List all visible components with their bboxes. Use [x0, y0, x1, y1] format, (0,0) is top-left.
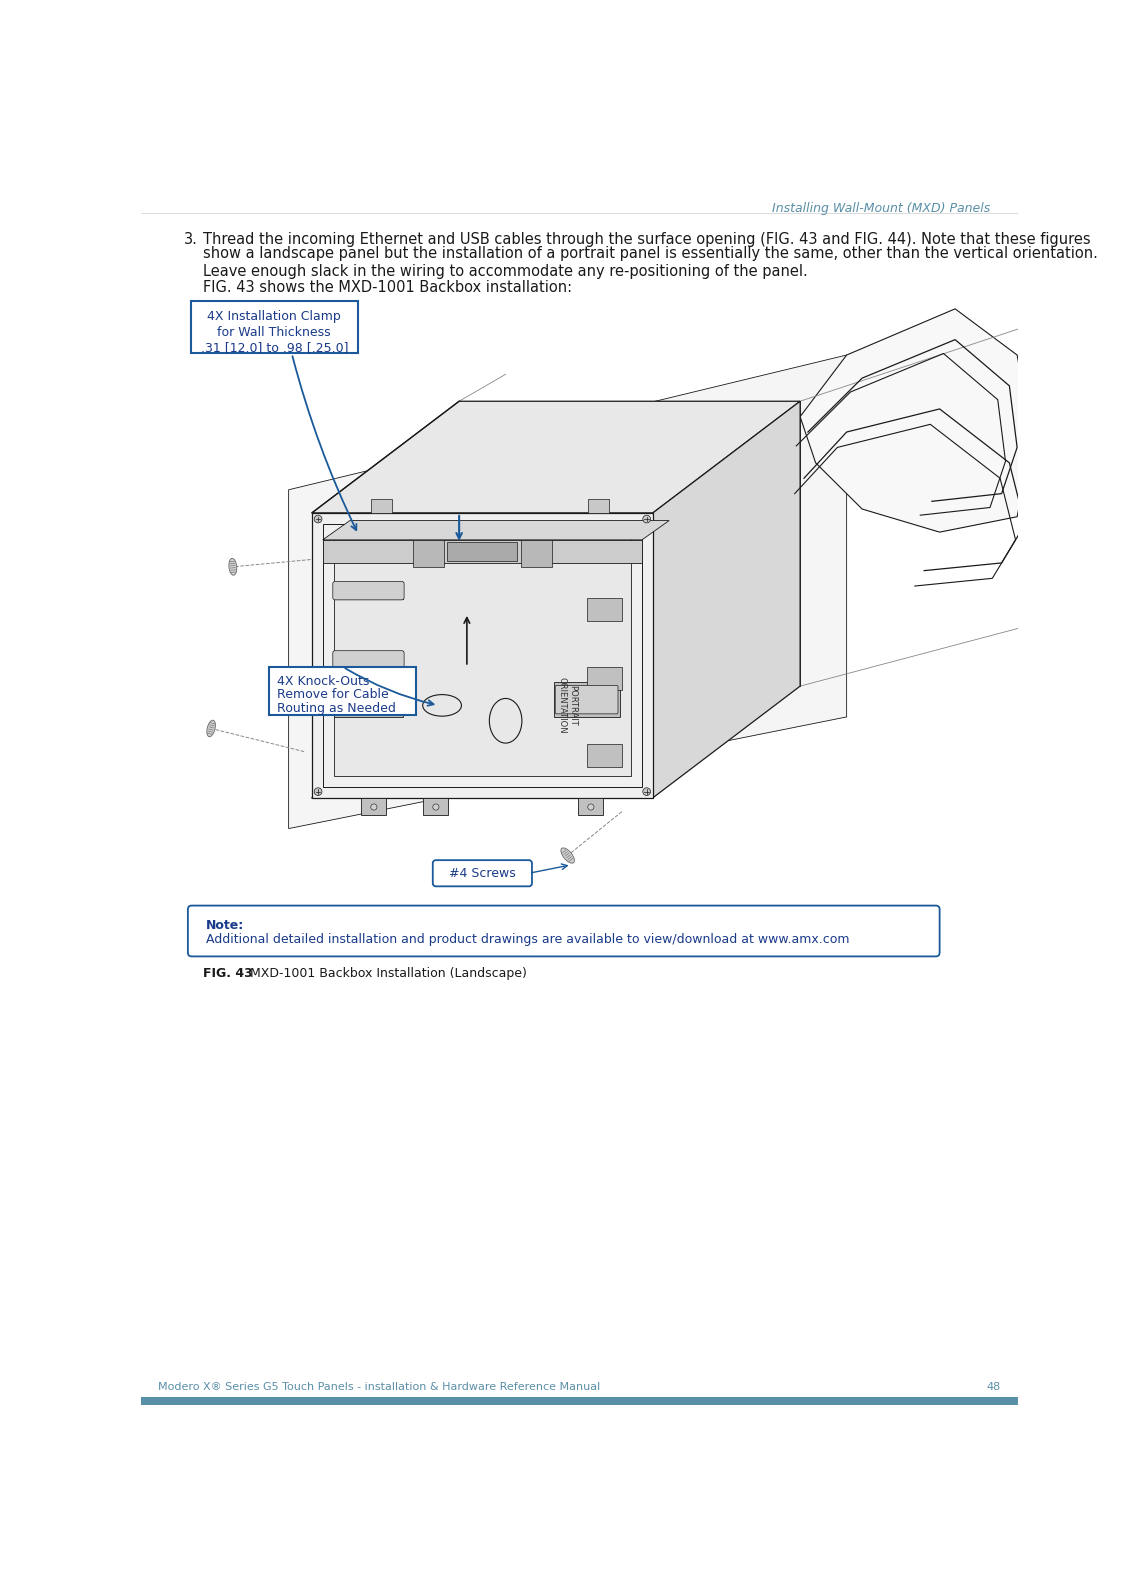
Text: Note:: Note:: [206, 919, 244, 932]
Text: Routing as Needed: Routing as Needed: [277, 703, 396, 715]
Polygon shape: [423, 797, 448, 815]
Text: for Wall Thickness: for Wall Thickness: [217, 325, 331, 339]
Ellipse shape: [561, 848, 575, 864]
Text: 4X Installation Clamp: 4X Installation Clamp: [207, 311, 342, 324]
Polygon shape: [334, 674, 404, 717]
Polygon shape: [322, 540, 642, 564]
Polygon shape: [334, 534, 631, 777]
Polygon shape: [312, 513, 653, 797]
Polygon shape: [554, 682, 620, 717]
Circle shape: [371, 804, 377, 810]
Polygon shape: [587, 744, 622, 767]
Circle shape: [433, 804, 439, 810]
Polygon shape: [578, 797, 603, 815]
Text: Thread the incoming Ethernet and USB cables through the surface opening (FIG. 43: Thread the incoming Ethernet and USB cab…: [204, 232, 1091, 246]
Polygon shape: [587, 597, 622, 621]
Polygon shape: [288, 355, 847, 829]
Polygon shape: [588, 499, 610, 513]
Polygon shape: [371, 499, 392, 513]
Text: Leave enough slack in the wiring to accommodate any re-positioning of the panel.: Leave enough slack in the wiring to acco…: [204, 264, 809, 279]
FancyBboxPatch shape: [191, 302, 357, 354]
Polygon shape: [459, 401, 800, 687]
Polygon shape: [338, 679, 398, 699]
Text: Installing Wall-Mount (MXD) Panels: Installing Wall-Mount (MXD) Panels: [771, 202, 990, 215]
Polygon shape: [413, 540, 443, 567]
Text: FIG. 43 shows the MXD-1001 Backbox installation:: FIG. 43 shows the MXD-1001 Backbox insta…: [204, 279, 572, 295]
Text: Remove for Cable: Remove for Cable: [277, 688, 389, 701]
Circle shape: [642, 788, 650, 796]
Polygon shape: [521, 540, 552, 567]
FancyBboxPatch shape: [333, 581, 404, 600]
Circle shape: [642, 515, 650, 523]
Text: .31 [12.0] to .98 [.25.0]: .31 [12.0] to .98 [.25.0]: [200, 341, 348, 354]
Polygon shape: [362, 797, 387, 815]
Text: PORTRAIT
ORIENTATION: PORTRAIT ORIENTATION: [558, 677, 577, 734]
Text: show a landscape panel but the installation of a portrait panel is essentially t: show a landscape panel but the installat…: [204, 246, 1098, 261]
Polygon shape: [653, 401, 800, 797]
Text: Additional detailed installation and product drawings are available to view/down: Additional detailed installation and pro…: [206, 933, 849, 946]
Text: FIG. 43: FIG. 43: [204, 968, 253, 981]
Text: Modero X® Series G5 Touch Panels - installation & Hardware Reference Manual: Modero X® Series G5 Touch Panels - insta…: [158, 1382, 601, 1393]
FancyBboxPatch shape: [555, 685, 618, 714]
Polygon shape: [322, 521, 670, 540]
Circle shape: [314, 788, 322, 796]
FancyBboxPatch shape: [188, 906, 940, 957]
Ellipse shape: [207, 720, 215, 737]
Polygon shape: [800, 309, 1033, 532]
Text: MXD-1001 Backbox Installation (Landscape): MXD-1001 Backbox Installation (Landscape…: [242, 968, 527, 981]
Polygon shape: [334, 652, 404, 668]
Circle shape: [588, 804, 594, 810]
Polygon shape: [334, 583, 404, 598]
Text: 48: 48: [986, 1382, 1001, 1393]
Polygon shape: [448, 542, 517, 562]
Ellipse shape: [228, 559, 236, 575]
Text: 4X Knock-Outs: 4X Knock-Outs: [277, 674, 370, 687]
FancyBboxPatch shape: [333, 651, 404, 669]
Polygon shape: [312, 401, 800, 513]
Text: #4 Screws: #4 Screws: [449, 867, 516, 880]
Text: 3.: 3.: [184, 232, 198, 246]
Polygon shape: [587, 666, 622, 690]
FancyBboxPatch shape: [269, 666, 416, 715]
Circle shape: [314, 515, 322, 523]
Bar: [141, 1397, 1018, 1405]
FancyBboxPatch shape: [433, 861, 532, 886]
